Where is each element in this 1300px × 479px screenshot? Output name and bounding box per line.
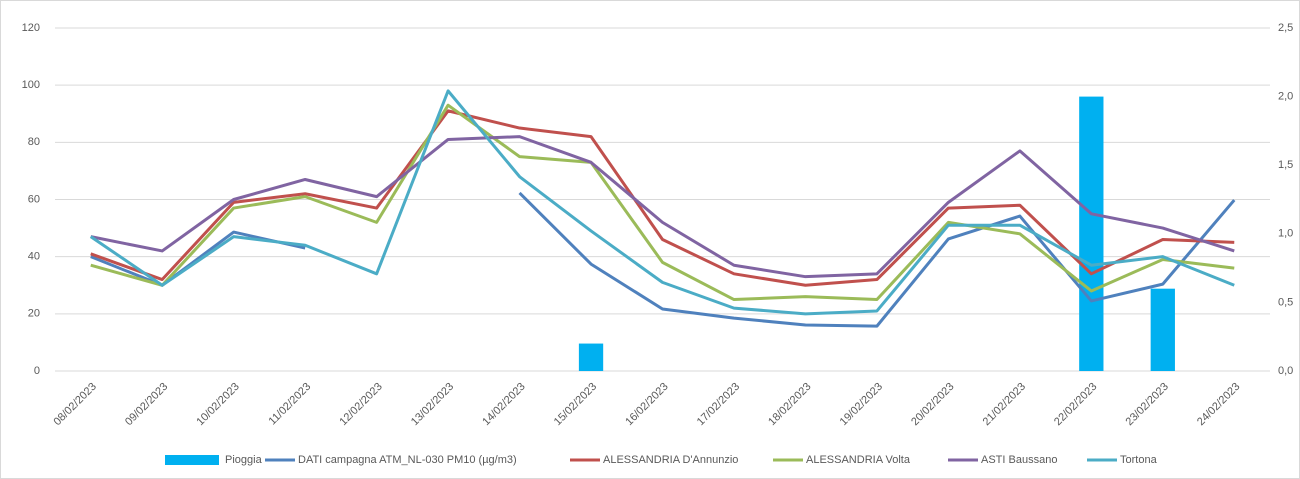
y2-tick-label: 0,0: [1278, 365, 1293, 377]
y-tick-label: 0: [34, 365, 40, 377]
line-series: [89, 89, 1235, 316]
y2-tick-label: 2,5: [1278, 22, 1293, 34]
legend-label: ALESSANDRIA D'Annunzio: [603, 454, 738, 466]
y2-tick-label: 0,5: [1278, 296, 1293, 308]
y2-tick-label: 1,5: [1278, 159, 1293, 171]
legend-label: ALESSANDRIA Volta: [806, 454, 911, 466]
y-tick-label: 20: [28, 308, 40, 320]
legend-label: DATI campagna ATM_NL-030 PM10 (µg/m3): [298, 454, 517, 466]
bar: [1150, 288, 1175, 371]
legend-label: Tortona: [1120, 454, 1158, 466]
y-tick-label: 100: [22, 79, 40, 91]
legend-label: Pioggia: [225, 454, 263, 466]
line-series: [90, 135, 1235, 279]
y2-tick-label: 1,0: [1278, 228, 1293, 240]
legend-swatch: [165, 455, 219, 465]
y-tick-label: 60: [28, 193, 40, 205]
y-tick-label: 40: [28, 251, 40, 263]
bar: [1079, 96, 1104, 371]
y-tick-label: 120: [22, 22, 40, 34]
legend-label: ASTI Baussano: [981, 454, 1057, 466]
y2-tick-label: 2,0: [1278, 91, 1293, 103]
bar: [578, 343, 604, 371]
line-series: [90, 109, 1235, 287]
y-tick-label: 80: [28, 136, 40, 148]
line-series: [90, 103, 1235, 302]
